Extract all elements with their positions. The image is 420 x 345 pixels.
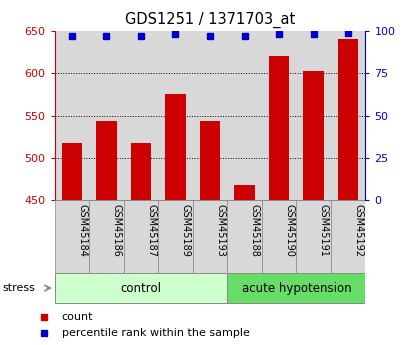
Bar bbox=[331, 200, 365, 273]
Bar bbox=[303, 71, 324, 200]
Text: GSM45193: GSM45193 bbox=[215, 204, 225, 257]
Bar bbox=[131, 142, 151, 200]
Bar bbox=[193, 200, 227, 273]
Bar bbox=[61, 142, 82, 200]
Bar bbox=[227, 200, 262, 273]
Bar bbox=[200, 121, 221, 200]
Text: GSM45184: GSM45184 bbox=[77, 204, 87, 257]
Text: percentile rank within the sample: percentile rank within the sample bbox=[62, 328, 250, 338]
Text: GSM45188: GSM45188 bbox=[250, 204, 260, 257]
Bar bbox=[234, 185, 255, 200]
Bar bbox=[227, 273, 365, 303]
Text: acute hypotension: acute hypotension bbox=[241, 282, 351, 295]
Text: GSM45187: GSM45187 bbox=[146, 204, 156, 257]
Bar bbox=[55, 200, 89, 273]
Bar bbox=[262, 200, 297, 273]
Text: stress: stress bbox=[2, 283, 35, 293]
Bar bbox=[338, 39, 359, 200]
Text: count: count bbox=[62, 312, 93, 322]
Text: GSM45186: GSM45186 bbox=[112, 204, 121, 257]
Bar bbox=[158, 200, 193, 273]
Text: GSM45190: GSM45190 bbox=[284, 204, 294, 257]
Bar bbox=[165, 95, 186, 200]
Text: GSM45192: GSM45192 bbox=[353, 204, 363, 257]
Bar bbox=[123, 200, 158, 273]
Bar bbox=[96, 121, 117, 200]
Bar bbox=[269, 56, 289, 200]
Text: GDS1251 / 1371703_at: GDS1251 / 1371703_at bbox=[125, 12, 295, 28]
Bar bbox=[55, 273, 227, 303]
Text: GSM45189: GSM45189 bbox=[181, 204, 191, 257]
Bar bbox=[297, 200, 331, 273]
Text: GSM45191: GSM45191 bbox=[319, 204, 329, 257]
Bar bbox=[89, 200, 123, 273]
Text: control: control bbox=[121, 282, 161, 295]
